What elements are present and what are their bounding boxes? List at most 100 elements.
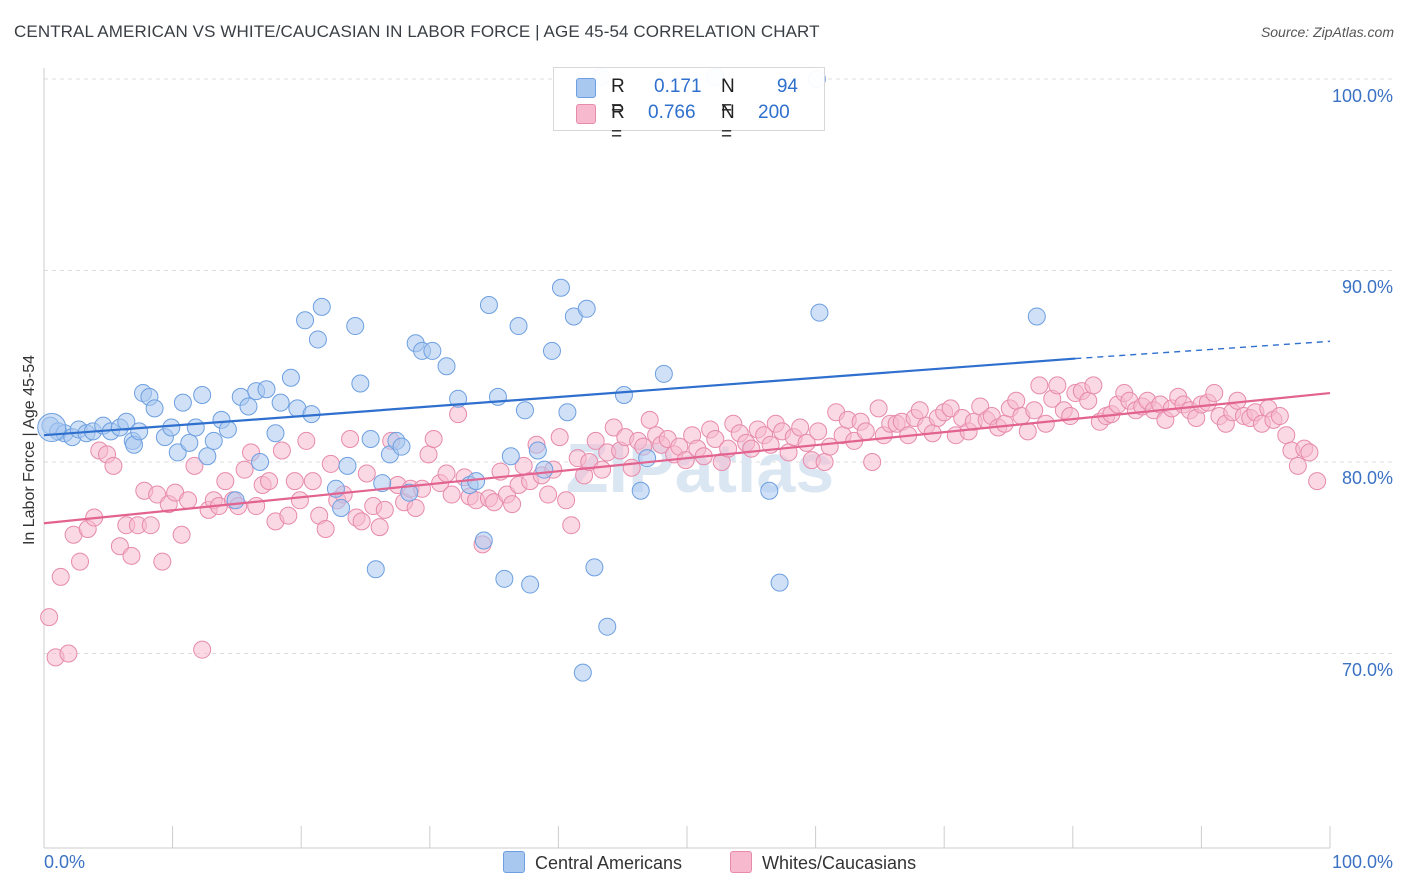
central-americans-point: [271, 393, 290, 412]
central-americans-point: [542, 341, 561, 360]
whites-caucasians-point: [185, 456, 204, 475]
whites-caucasians-point: [172, 525, 191, 544]
whites-caucasians-point: [59, 644, 78, 663]
whites-caucasians-point: [1084, 376, 1103, 395]
central-americans-point: [218, 420, 237, 439]
central-americans-trendline-extension: [1075, 340, 1331, 360]
bottom-legend-label: Central Americans: [535, 853, 683, 873]
whites-caucasians-point: [706, 430, 725, 449]
central-americans-point: [638, 449, 657, 468]
central-americans-point: [186, 418, 205, 437]
central-americans-point: [474, 531, 493, 550]
whites-caucasians-point: [622, 458, 641, 477]
whites-caucasians-point: [449, 405, 468, 424]
whites-caucasians-point: [593, 460, 612, 479]
whites-caucasians-point: [1228, 391, 1247, 410]
whites-caucasians-point: [604, 418, 623, 437]
whites-caucasians-point: [141, 516, 160, 535]
legend-r-label: R =: [611, 76, 625, 119]
whites-caucasians-point: [1048, 376, 1067, 395]
whites-caucasians-point: [357, 464, 376, 483]
whites-caucasians-point: [104, 456, 123, 475]
whites-caucasians-point: [941, 399, 960, 418]
central-americans-point: [257, 380, 276, 399]
central-americans-point: [180, 433, 199, 452]
whites-caucasians-point: [503, 495, 522, 514]
blue-swatch-icon: [503, 851, 525, 873]
central-americans-point: [1027, 307, 1046, 326]
central-americans-point: [351, 374, 370, 393]
whites-caucasians-point: [122, 546, 141, 565]
whites-caucasians-point: [586, 431, 605, 450]
central-americans-point: [551, 278, 570, 297]
whites-caucasians-point: [260, 472, 279, 491]
central-americans-point: [361, 430, 380, 449]
whites-caucasians-point: [1270, 407, 1289, 426]
whites-caucasians-point: [562, 516, 581, 535]
central-americans-point: [521, 575, 540, 594]
y-tick-label-70: 70.0%: [1341, 660, 1393, 680]
whites-caucasians-point: [640, 410, 659, 429]
chart-title: CENTRAL AMERICAN VS WHITE/CAUCASIAN IN L…: [14, 22, 820, 41]
central-americans-point: [760, 481, 779, 500]
whites-caucasians-point: [995, 414, 1014, 433]
central-americans-point: [117, 412, 136, 431]
whites-caucasians-point: [856, 422, 875, 441]
whites-caucasians-point: [321, 454, 340, 473]
central-americans-point: [251, 453, 270, 471]
whites-caucasians-point: [279, 506, 298, 525]
whites-caucasians-point: [437, 464, 456, 483]
central-americans-point: [535, 460, 554, 479]
y-tick-label-100: 100.0%: [1331, 86, 1393, 106]
central-americans-point: [373, 474, 392, 493]
central-americans-point: [204, 431, 223, 450]
whites-caucasians-point: [742, 439, 761, 458]
whites-caucasians-point: [557, 491, 576, 510]
whites-caucasians-point: [419, 445, 438, 464]
legend-n-label: N =: [721, 76, 735, 119]
central-americans-point: [281, 368, 300, 387]
central-americans-point: [239, 397, 258, 416]
whites-caucasians-point: [1308, 472, 1327, 491]
central-americans-point: [338, 456, 357, 475]
whites-caucasians-point: [869, 399, 888, 418]
central-americans-point: [528, 441, 547, 460]
y-tick-label-90: 90.0%: [1341, 277, 1393, 297]
chart-source: Source: ZipAtlas.com: [1260, 24, 1394, 40]
legend-r-label: R =: [611, 102, 625, 145]
central-americans-point: [226, 491, 245, 510]
whites-caucasians-point: [1018, 422, 1037, 441]
central-americans-point: [162, 418, 181, 437]
whites-caucasians-point: [791, 418, 810, 437]
central-americans-point: [558, 403, 577, 422]
x-tick-label-100: 100.0%: [1331, 852, 1393, 872]
bottom-legend-item-central-americans: Central Americans: [503, 851, 682, 877]
central-americans-point: [332, 498, 351, 517]
whites-caucasians-point: [1025, 401, 1044, 420]
central-americans-point: [495, 569, 514, 588]
whites-caucasians-point: [1079, 391, 1098, 410]
central-americans-point: [577, 299, 596, 318]
central-americans-point: [437, 357, 456, 376]
correlation-legend: R = 0.171 N = 94 R = 0.766 N = 200: [553, 67, 825, 145]
central-americans-point: [168, 443, 187, 462]
central-americans-point: [770, 573, 789, 592]
central-americans-point: [515, 401, 534, 420]
central-americans-point: [614, 385, 633, 404]
central-americans-point: [392, 437, 411, 456]
whites-caucasians-point: [179, 491, 198, 510]
whites-caucasians-point: [1036, 414, 1055, 433]
legend-n-label: N =: [721, 102, 735, 145]
central-americans-point: [173, 393, 192, 412]
whites-caucasians-point: [1007, 391, 1026, 410]
central-americans-point: [598, 617, 617, 636]
x-tick-label-0: 0.0%: [44, 852, 86, 872]
whites-caucasians-point: [424, 430, 443, 449]
whites-caucasians-point: [1288, 456, 1307, 475]
central-americans-point: [501, 447, 520, 466]
blue-swatch-icon: [576, 78, 596, 98]
bottom-legend-item-whites-caucasians: Whites/Caucasians: [730, 851, 916, 877]
whites-caucasians-point: [442, 485, 461, 504]
whites-caucasians-point: [71, 552, 90, 571]
